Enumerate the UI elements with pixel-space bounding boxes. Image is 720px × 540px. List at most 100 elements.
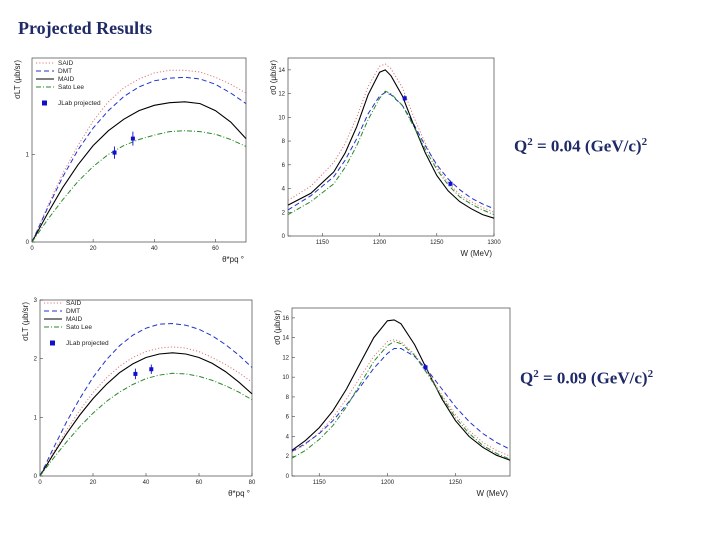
x-tick-label: 1300 xyxy=(487,240,501,246)
y-tick-label: 2 xyxy=(282,210,286,216)
chart-svg-3: 0 20 40 60 80 0 1 2 3 θ*pq ° σLT (μb/sr) SAIDDMTMAI… xyxy=(21,298,256,498)
y-tick-label: 8 xyxy=(286,395,290,401)
y-tick-label: 6 xyxy=(282,163,286,169)
jlab-data-point xyxy=(149,367,154,372)
y-tick-label: 10 xyxy=(282,375,289,381)
y-tick-label: 12 xyxy=(282,355,289,361)
x-tick-label: 1250 xyxy=(430,240,444,246)
y-tick-label: 16 xyxy=(282,316,289,322)
series-line-said xyxy=(39,346,253,477)
plot-frame xyxy=(31,57,247,243)
y-tick-label: 4 xyxy=(282,187,286,193)
series-line-said xyxy=(31,69,247,243)
q-label-top-base: Q xyxy=(514,136,528,156)
y-tick-label: 12 xyxy=(278,92,285,98)
q-label-bottom-mid: = 0.09 (GeV/c) xyxy=(538,368,648,388)
slide-title: Projected Results xyxy=(18,18,153,38)
q-label-top: Q2 = 0.04 (GeV/c)2 xyxy=(514,136,647,157)
legend-label-dmt: DMT xyxy=(58,68,72,75)
y-tick-label: 8 xyxy=(282,139,286,145)
q-label-bottom: Q2 = 0.09 (GeV/c)2 xyxy=(520,368,653,389)
y-tick-label: 14 xyxy=(278,68,285,74)
x-tick-label: 20 xyxy=(90,246,97,252)
y-axis-label: σ0 (μb/sr) xyxy=(273,310,282,345)
legend-label-sato-lee: Sato Lee xyxy=(58,84,84,91)
x-tick-label: 80 xyxy=(249,480,256,486)
series-line-maid xyxy=(291,319,511,461)
q-label-bottom-sup1: 2 xyxy=(533,368,539,380)
chart-svg-4: 1150 1200 1250 0 2 4 6 8 10 12 14 16 W (MeV) σ0 (μb/s… xyxy=(273,307,511,498)
series-line-sato-lee xyxy=(31,130,247,243)
y-axis-label: σ0 (μb/sr) xyxy=(269,60,278,95)
x-tick-label: 40 xyxy=(143,480,150,486)
y-tick-label: 1 xyxy=(26,152,30,158)
series-line-maid xyxy=(39,352,253,477)
x-tick-label: 1150 xyxy=(316,240,330,246)
y-axis-label: σLT (μb/sr) xyxy=(21,302,30,341)
chart-panel-2: 1150 1200 1250 1300 0 2 4 6 8 10 12 14 W (MeV) σ0 (μb… xyxy=(262,52,514,274)
q-label-bottom-base: Q xyxy=(520,368,534,388)
jlab-data-point xyxy=(448,181,453,186)
series-line-maid xyxy=(287,69,495,219)
q-label-top-sup2: 2 xyxy=(641,136,648,148)
legend-label-dmt: DMT xyxy=(66,308,80,315)
legend-swatch-jlab xyxy=(42,100,47,106)
y-tick-label: 1 xyxy=(34,415,38,421)
y-tick-label: 4 xyxy=(286,434,290,440)
y-tick-label: 14 xyxy=(282,336,289,342)
y-tick-label: 10 xyxy=(278,115,285,121)
jlab-data-point xyxy=(402,96,407,101)
y-tick-label: 0 xyxy=(282,234,286,240)
x-tick-label: 1200 xyxy=(381,480,395,486)
chart-svg-1: 0 20 40 60 0 1 θ*pq ° σLT (μb/sr) SAIDDMTMAIDSat… xyxy=(13,57,247,264)
chart-panel-4: 1150 1200 1250 0 2 4 6 8 10 12 14 16 W (MeV) σ0 (μb/s… xyxy=(262,300,520,510)
y-axis-label: σLT (μb/sr) xyxy=(13,60,22,99)
series-line-dmt xyxy=(39,322,253,477)
x-tick-label: 1200 xyxy=(373,240,387,246)
series-line-maid xyxy=(31,101,247,243)
chart-panel-3: 0 20 40 60 80 0 1 2 3 θ*pq ° σLT (μb/sr) SAID DMT MAI… xyxy=(8,292,263,514)
legend-label-said: SAID xyxy=(58,60,73,67)
jlab-data-point xyxy=(130,136,135,141)
series-line-sato-lee xyxy=(39,372,253,477)
jlab-data-point xyxy=(112,150,117,155)
legend-label-maid: MAID xyxy=(58,76,75,83)
series-line-said xyxy=(291,339,511,457)
q-label-bottom-sup2: 2 xyxy=(647,368,654,380)
q-label-top-sup1: 2 xyxy=(527,136,533,148)
legend-label-sato-lee: Sato Lee xyxy=(66,324,92,331)
plot-frame xyxy=(287,57,495,237)
x-axis-label: θ*pq ° xyxy=(222,255,244,264)
plot-frame xyxy=(291,307,511,477)
y-tick-label: 0 xyxy=(286,474,290,480)
y-tick-label: 2 xyxy=(34,357,38,363)
y-tick-label: 6 xyxy=(286,415,290,421)
legend-label-maid: MAID xyxy=(66,316,83,323)
x-tick-label: 60 xyxy=(212,246,219,252)
jlab-data-point xyxy=(133,371,138,376)
x-axis-label: W (MeV) xyxy=(460,249,492,258)
series-line-dmt xyxy=(291,348,511,452)
x-axis-label: W (MeV) xyxy=(476,489,508,498)
chart-svg-2: 1150 1200 1250 1300 0 2 4 6 8 10 12 14 W (MeV) σ0 (μb… xyxy=(269,57,501,258)
x-tick-label: 1150 xyxy=(313,480,327,486)
series-line-dmt xyxy=(31,76,247,243)
legend-swatch-jlab xyxy=(50,340,55,346)
y-tick-label: 3 xyxy=(34,298,38,304)
legend-label-said: SAID xyxy=(66,300,81,307)
x-axis-label: θ*pq ° xyxy=(228,489,250,498)
y-tick-label: 0 xyxy=(34,474,38,480)
chart-panel-1: 0 20 40 60 0 1 θ*pq ° σLT (μb/sr) SAID DMT MAID Sat… xyxy=(8,52,253,277)
x-tick-label: 20 xyxy=(90,480,97,486)
x-tick-label: 1250 xyxy=(449,480,463,486)
jlab-data-point xyxy=(423,365,428,370)
q-label-top-mid: = 0.04 (GeV/c) xyxy=(532,136,642,156)
legend-label-jlab: JLab projected xyxy=(66,340,109,347)
x-tick-label: 60 xyxy=(196,480,203,486)
series-line-sato-lee xyxy=(287,90,495,216)
x-tick-label: 40 xyxy=(151,246,158,252)
y-tick-label: 2 xyxy=(286,454,290,460)
series-line-said xyxy=(287,63,495,213)
series-line-sato-lee xyxy=(291,341,511,460)
y-tick-label: 0 xyxy=(26,240,30,246)
